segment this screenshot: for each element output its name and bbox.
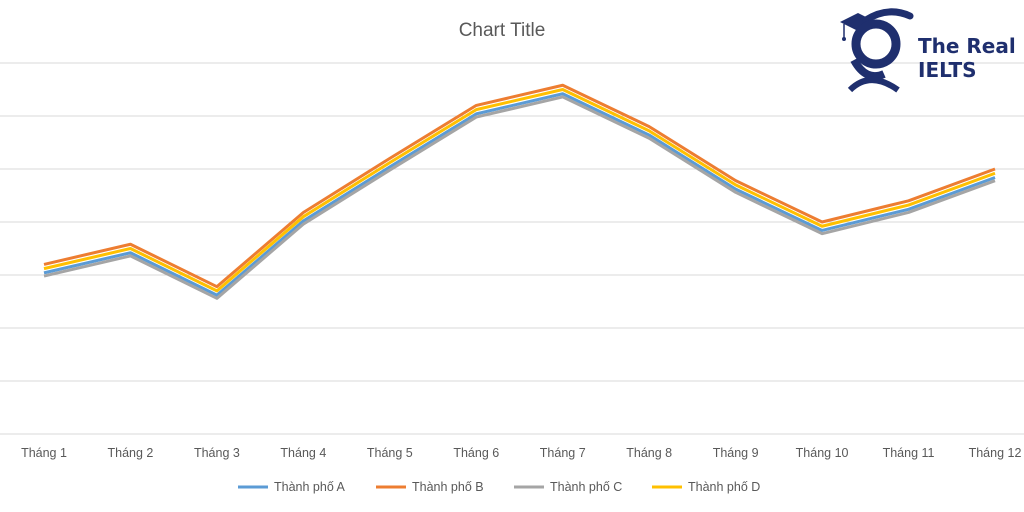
x-tick-label: Tháng 7 xyxy=(540,446,586,460)
series-line-3 xyxy=(43,95,996,300)
series-line-4 xyxy=(43,88,996,293)
x-tick-label: Tháng 8 xyxy=(626,446,672,460)
the-real-ielts-logo: The Real IELTS xyxy=(836,8,1022,94)
legend-item: Thành phố A xyxy=(238,480,346,494)
x-tick-label: Tháng 12 xyxy=(969,446,1022,460)
x-tick-label: Tháng 1 xyxy=(21,446,67,460)
series-line-2 xyxy=(43,83,996,289)
logo-text-line2: IELTS xyxy=(918,58,977,82)
legend-item: Thành phố B xyxy=(376,480,484,494)
x-tick-label: Tháng 4 xyxy=(280,446,326,460)
logo-text-line1: The Real xyxy=(918,34,1016,58)
legend-label: Thành phố C xyxy=(550,480,622,494)
chart-title: Chart Title xyxy=(459,20,546,41)
legend-item: Thành phố D xyxy=(652,480,760,494)
x-tick-label: Tháng 9 xyxy=(713,446,759,460)
x-tick-label: Tháng 11 xyxy=(883,446,935,460)
x-tick-label: Tháng 5 xyxy=(367,446,413,460)
legend: Thành phố A Thành phố B Thành phố C Thành p… xyxy=(238,480,760,494)
x-axis-ticks: Tháng 1 Tháng 2 Tháng 3 Tháng 4 Tháng 5 Tháng… xyxy=(21,446,1021,460)
owl-graduate-icon: The Real IELTS xyxy=(840,8,1016,93)
legend-label: Thành phố D xyxy=(688,480,760,494)
legend-item: Thành phố C xyxy=(514,480,622,494)
x-tick-label: Tháng 6 xyxy=(453,446,499,460)
legend-label: Thành phố B xyxy=(412,480,484,494)
x-tick-label: Tháng 2 xyxy=(108,446,154,460)
x-tick-label: Tháng 3 xyxy=(194,446,240,460)
gridlines xyxy=(0,62,1024,435)
x-tick-label: Tháng 10 xyxy=(796,446,849,460)
legend-label: Thành phố A xyxy=(274,480,346,494)
series-line-1 xyxy=(43,92,996,297)
series-lines xyxy=(43,83,996,300)
